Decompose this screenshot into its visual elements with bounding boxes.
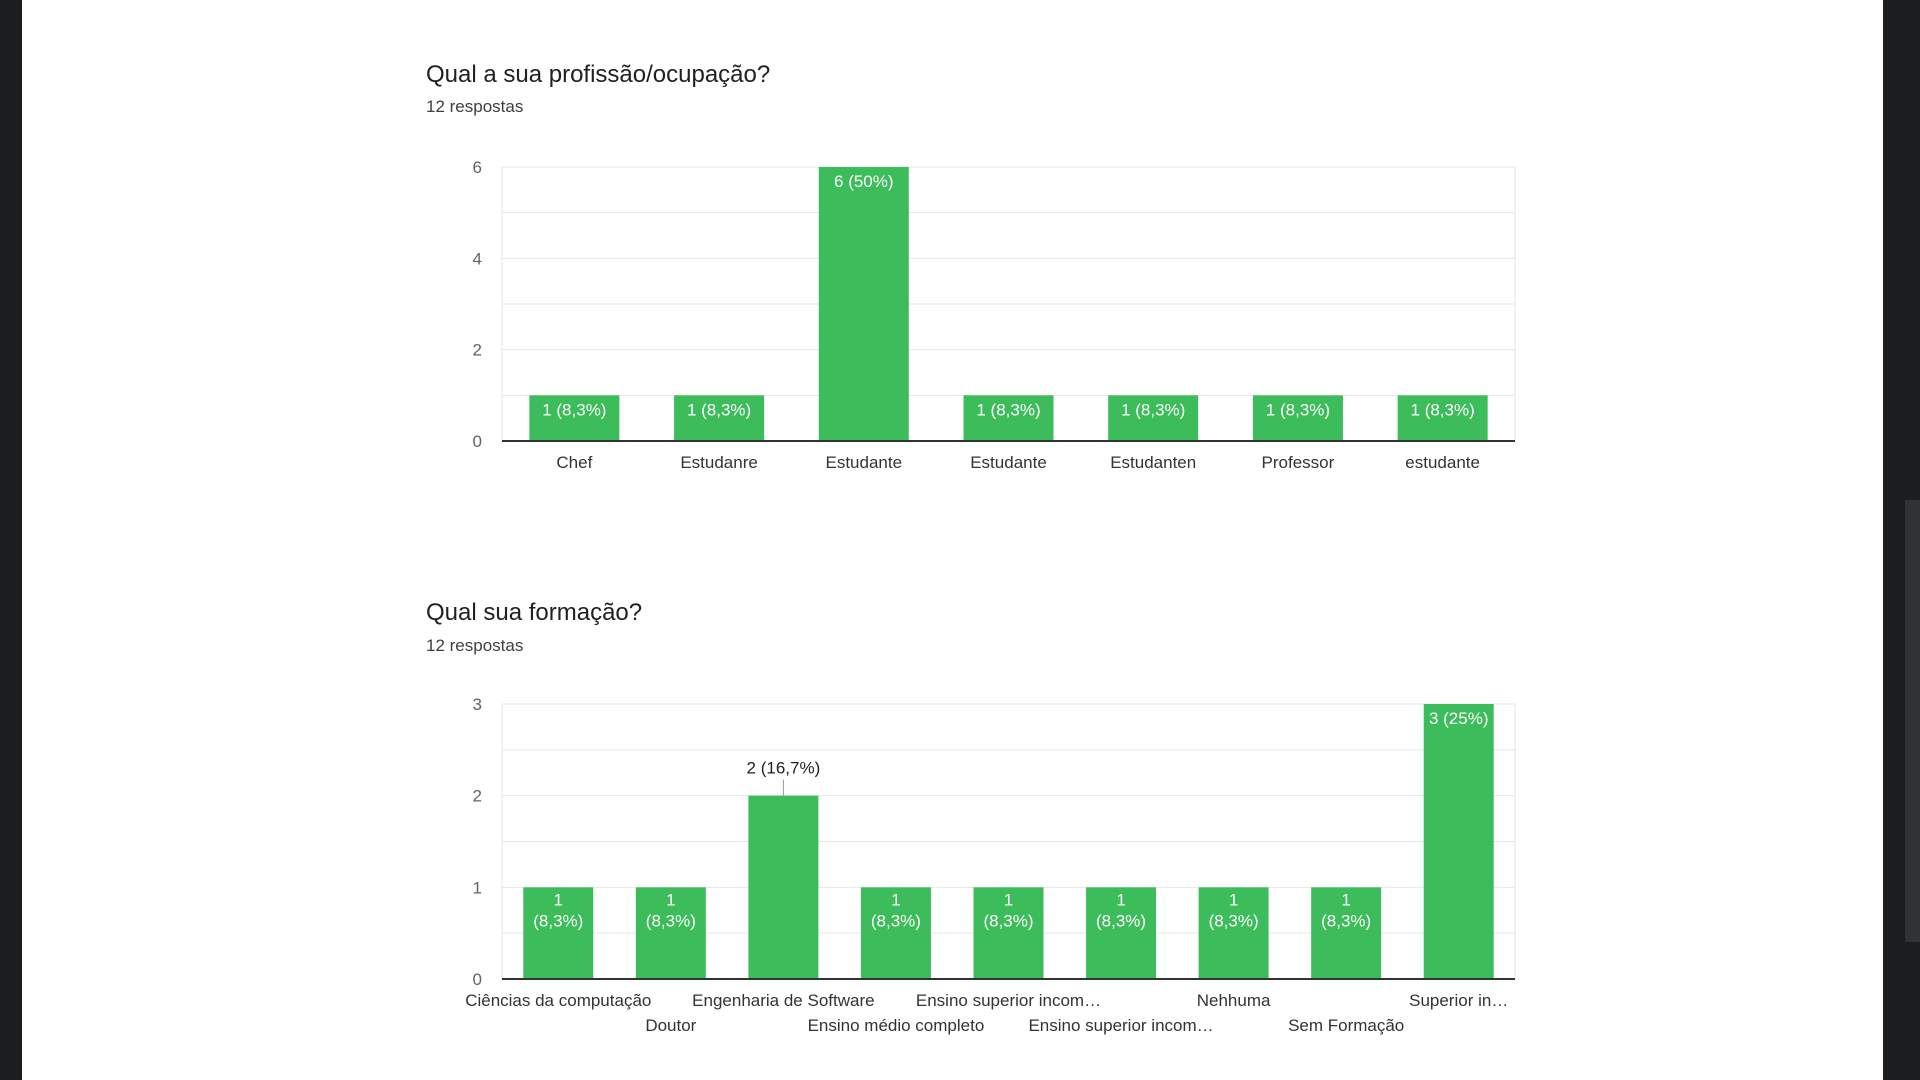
response-count: 12 respostas — [426, 636, 524, 655]
bar — [1198, 887, 1269, 979]
bar — [973, 887, 1044, 979]
bar — [1252, 395, 1343, 441]
question-card-education: Qual sua formação? 12 respostas 0 1 2 3 1 (8,… — [0, 540, 1920, 1080]
x-tick-label: Doutor — [645, 1016, 696, 1035]
bar — [635, 887, 706, 979]
x-tick-label: Estudante — [826, 453, 903, 472]
y-tick-label: 4 — [473, 249, 482, 268]
data-label: 1 — [666, 890, 675, 909]
scrollbar-thumb[interactable] — [1905, 500, 1920, 942]
x-tick-label: Sem Formação — [1288, 1016, 1404, 1035]
y-tick-label: 0 — [473, 432, 482, 451]
bar — [523, 887, 594, 979]
data-label: (8,3%) — [983, 911, 1033, 930]
question-title: Qual a sua profissão/ocupação? — [426, 61, 771, 88]
data-label: 1 (8,3%) — [1121, 400, 1185, 419]
bar — [748, 795, 819, 979]
data-label: 1 — [554, 890, 563, 909]
y-tick-label: 0 — [473, 970, 482, 989]
bar — [818, 167, 909, 441]
question-title: Qual sua formação? — [426, 599, 643, 626]
x-tick-label: Nehhuma — [1197, 991, 1271, 1010]
bar — [963, 395, 1054, 441]
data-label: (8,3%) — [1321, 911, 1371, 930]
form-summary-page — [22, 0, 1883, 1080]
y-tick-label: 2 — [473, 341, 482, 360]
data-label: (8,3%) — [533, 911, 583, 930]
data-label: 1 (8,3%) — [1411, 400, 1475, 419]
x-tick-label: Ensino superior incom… — [1028, 1016, 1213, 1035]
data-label: (8,3%) — [871, 911, 921, 930]
data-label: 1 (8,3%) — [1266, 400, 1330, 419]
data-label: 1 — [1116, 890, 1125, 909]
x-tick-label: estudante — [1405, 453, 1480, 472]
bar — [860, 887, 931, 979]
bar — [1397, 395, 1488, 441]
data-label: 6 (50%) — [834, 172, 894, 191]
x-tick-label: Estudanten — [1110, 453, 1196, 472]
x-tick-label: Ciências da computação — [465, 991, 651, 1010]
data-label: (8,3%) — [646, 911, 696, 930]
y-tick-label: 6 — [473, 158, 482, 177]
x-tick-label: Ensino superior incom… — [916, 991, 1101, 1010]
x-tick-label: Chef — [556, 453, 592, 472]
data-label: 1 (8,3%) — [976, 400, 1040, 419]
bar-chart-profession: 0 2 4 6 1 (8,3%) Chef 1 (8,3%) Estudanre 6 (50%)… — [473, 158, 1516, 472]
bar-chart-education: 0 1 2 3 1 (8,3%) Ciências da computação 1 (8,3%)… — [465, 695, 1516, 1035]
x-tick-label: Estudante — [970, 453, 1047, 472]
response-count: 12 respostas — [426, 97, 524, 116]
x-tick-label: Estudanre — [680, 453, 758, 472]
bar — [1311, 887, 1382, 979]
y-tick-label: 3 — [473, 695, 482, 714]
data-label: (8,3%) — [1096, 911, 1146, 930]
data-label: 1 (8,3%) — [542, 400, 606, 419]
data-label: 1 — [1229, 890, 1238, 909]
bar — [529, 395, 620, 441]
y-tick-label: 2 — [473, 787, 482, 806]
x-tick-label: Ensino médio completo — [808, 1016, 985, 1035]
data-label: 1 — [1341, 890, 1350, 909]
x-tick-label: Professor — [1262, 453, 1335, 472]
data-label: 1 (8,3%) — [687, 400, 751, 419]
x-tick-label: Superior in… — [1409, 991, 1508, 1010]
data-label: 1 — [1004, 890, 1013, 909]
data-label: 1 — [891, 890, 900, 909]
bar — [1108, 395, 1199, 441]
x-tick-label: Engenharia de Software — [692, 991, 874, 1010]
bar — [1086, 887, 1157, 979]
data-label: 3 (25%) — [1429, 709, 1489, 728]
question-card-profession: Qual a sua profissão/ocupação? 12 respos… — [426, 61, 1516, 472]
data-label: 2 (16,7%) — [747, 759, 821, 778]
bar — [674, 395, 765, 441]
bar — [1423, 704, 1494, 979]
data-label: (8,3%) — [1209, 911, 1259, 930]
y-tick-label: 1 — [473, 878, 482, 897]
